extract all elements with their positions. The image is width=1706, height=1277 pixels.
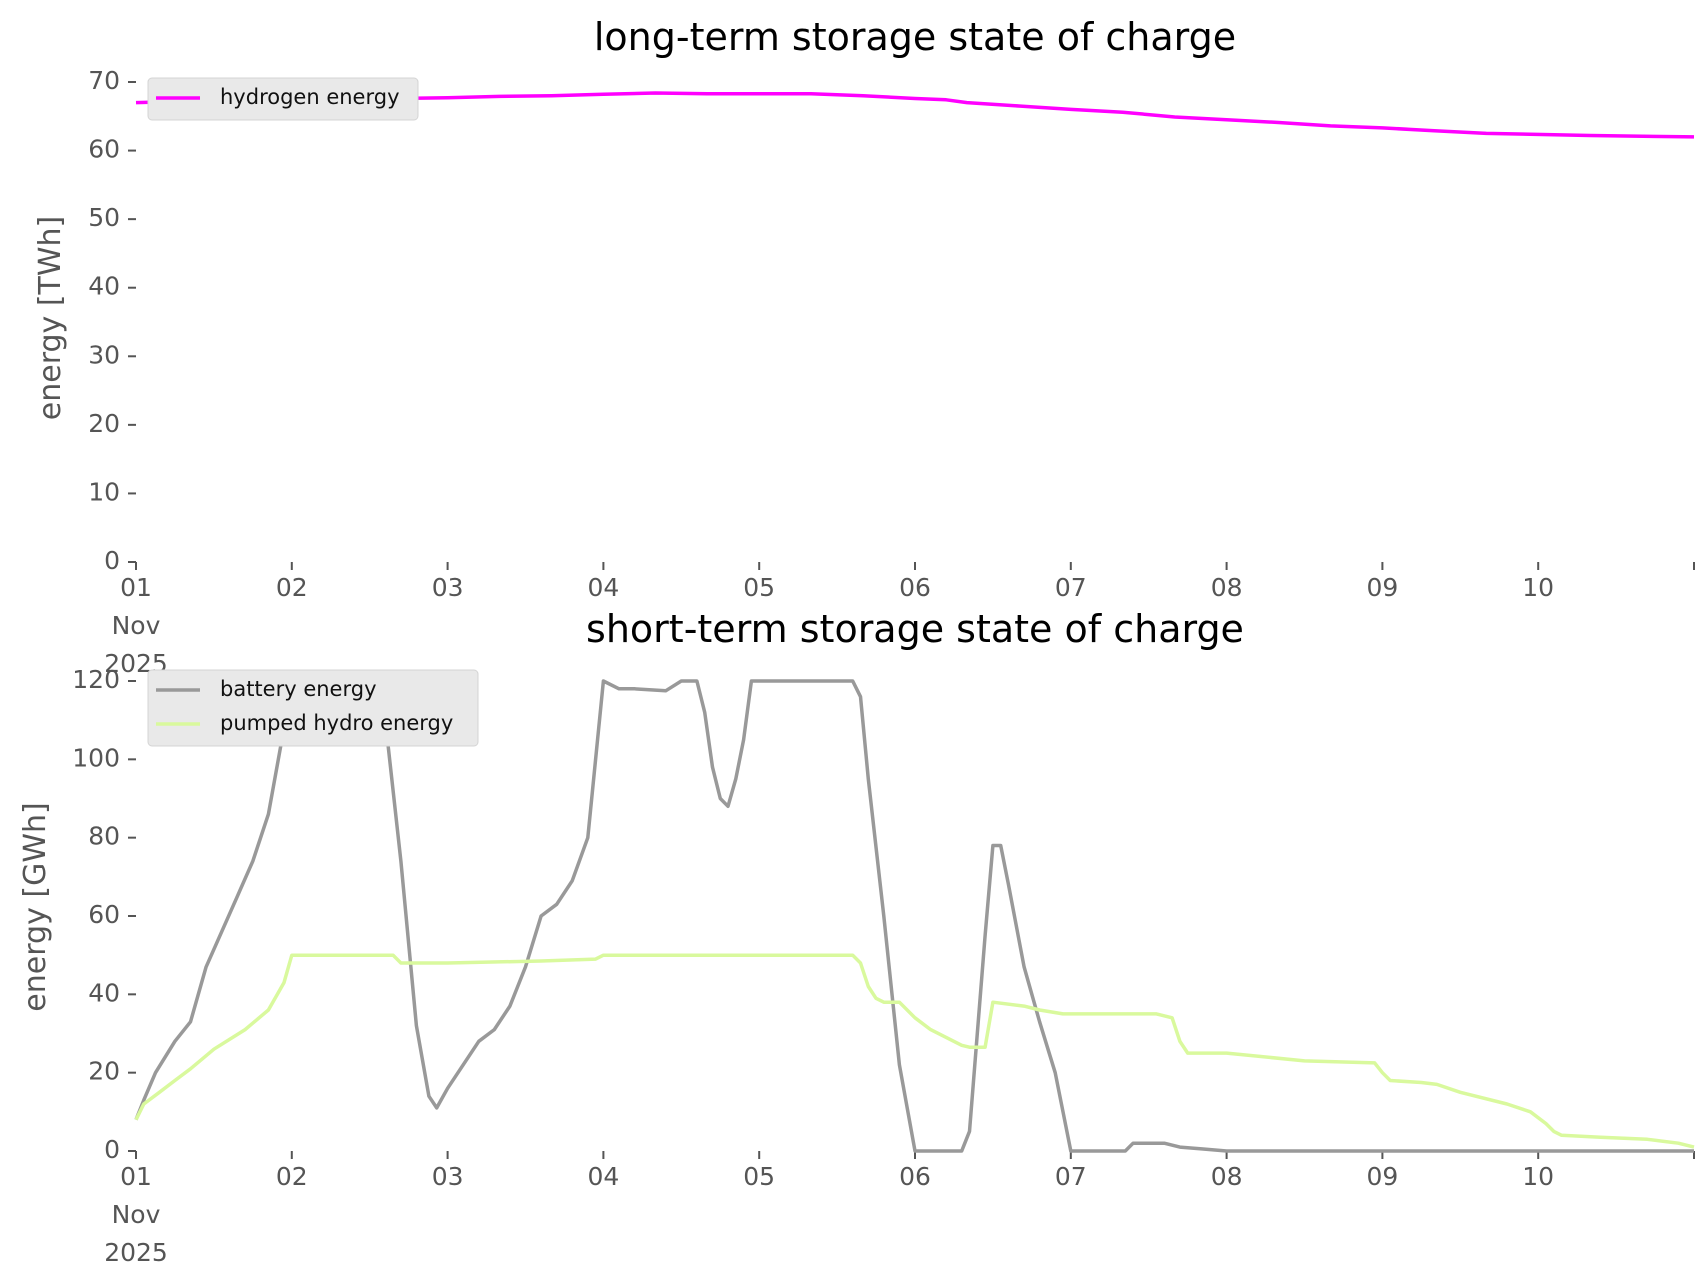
long-term-chart-title: long-term storage state of charge [594,15,1236,59]
xtick-label: 01 [120,1162,152,1191]
xtick-label: 05 [743,573,775,602]
xtick-label: 02 [276,1162,308,1191]
ytick-label: 20 [88,1057,120,1086]
short-term-chart-yticks: 0 20 40 60 80 100 120 [72,665,136,1164]
ytick-label: 50 [88,203,120,232]
short-term-chart-lines [134,679,1695,1153]
xtick-label: 08 [1211,1162,1243,1191]
long-term-chart: long-term storage state of charge energy… [33,15,1695,678]
ytick-label: 120 [72,665,120,694]
ytick-label: 10 [88,477,120,506]
xtick-label: 03 [432,1162,464,1191]
short-term-chart-title: short-term storage state of charge [586,607,1244,651]
xtick-label: Nov [112,1200,161,1229]
short-term-chart: short-term storage state of charge energ… [18,607,1695,1267]
xtick-label: 05 [743,1162,775,1191]
xtick-label: 10 [1522,573,1554,602]
long-term-chart-ylabel: energy [TWh] [33,216,68,420]
series-line-1 [134,953,1695,1149]
legend-label: pumped hydro energy [220,711,453,735]
long-term-chart-legend: hydrogen energy [147,77,419,121]
xtick-label: 09 [1366,1162,1398,1191]
ytick-label: 20 [88,409,120,438]
ytick-label: 30 [88,340,120,369]
ytick-label: 60 [88,900,120,929]
xtick-label: 08 [1211,573,1243,602]
legend-box [147,669,479,747]
ytick-label: 40 [88,272,120,301]
xtick-label: 02 [276,573,308,602]
xtick-label: 01 [120,573,152,602]
xtick-label: 03 [432,573,464,602]
xtick-label: Nov [112,611,161,640]
xtick-label: 04 [587,573,619,602]
xtick-label: 06 [899,1162,931,1191]
xtick-label: 09 [1366,573,1398,602]
ytick-label: 40 [88,978,120,1007]
series-line-0 [134,679,1694,1153]
xtick-label: 04 [587,1162,619,1191]
ytick-label: 0 [104,1135,120,1164]
ytick-label: 80 [88,822,120,851]
short-term-chart-xticks: 01 Nov 2025 02 03 04 05 06 07 08 09 10 [104,1151,1695,1267]
ytick-label: 100 [72,743,120,772]
legend-label: battery energy [220,677,377,701]
ytick-label: 70 [88,66,120,95]
short-term-chart-ylabel: energy [GWh] [18,802,53,1011]
ytick-label: 60 [88,135,120,164]
xtick-label: 06 [899,573,931,602]
xtick-label: 10 [1522,1162,1554,1191]
legend-box [147,77,419,121]
short-term-chart-legend: battery energy pumped hydro energy [147,669,479,747]
xtick-label: 07 [1055,573,1087,602]
xtick-label: 2025 [104,1238,168,1267]
legend-label: hydrogen energy [220,85,400,109]
ytick-label: 0 [104,546,120,575]
long-term-chart-yticks: 0 10 20 30 40 50 60 70 [88,66,136,575]
xtick-label: 07 [1055,1162,1087,1191]
